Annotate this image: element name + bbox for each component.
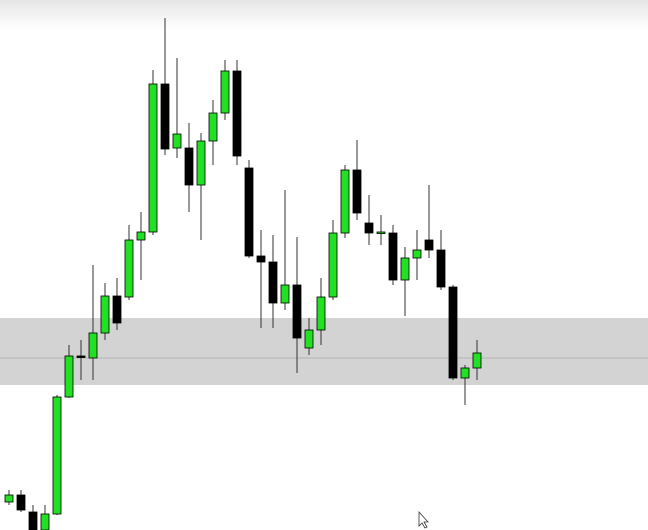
candle-body bbox=[364, 222, 374, 234]
top-shade bbox=[0, 0, 648, 30]
candle-body bbox=[400, 257, 410, 281]
candle-body bbox=[172, 133, 182, 149]
candle-body bbox=[280, 284, 290, 304]
candle-body bbox=[472, 352, 482, 369]
candle-body bbox=[16, 494, 26, 511]
candle-body bbox=[340, 169, 350, 234]
plot-area bbox=[0, 18, 648, 530]
candle-body bbox=[100, 295, 110, 334]
candle-body bbox=[436, 249, 446, 288]
candle-body bbox=[148, 83, 158, 233]
candle-body bbox=[352, 169, 362, 214]
candle-body bbox=[460, 367, 470, 379]
candle-body bbox=[376, 231, 386, 234]
candle-body bbox=[244, 167, 254, 257]
candle-body bbox=[112, 295, 122, 324]
candle-body bbox=[52, 396, 62, 515]
candle-body bbox=[88, 332, 98, 359]
candle-body bbox=[220, 70, 230, 114]
candle-body bbox=[208, 112, 218, 142]
candle-body bbox=[136, 231, 146, 241]
candle-body bbox=[232, 70, 242, 157]
candle-body bbox=[160, 83, 170, 150]
candle-body bbox=[40, 513, 50, 530]
mouse-cursor bbox=[418, 510, 429, 529]
candle-body bbox=[184, 147, 194, 186]
candle-body bbox=[328, 232, 338, 298]
candle-body bbox=[304, 329, 314, 349]
candle-body bbox=[4, 494, 14, 503]
candle-body bbox=[256, 255, 266, 263]
candle-body bbox=[196, 140, 206, 186]
candle-body bbox=[388, 232, 398, 281]
candle-body bbox=[124, 239, 134, 298]
candle-body bbox=[76, 355, 86, 358]
candle-body bbox=[64, 355, 74, 398]
candle-body bbox=[292, 284, 302, 339]
candle-body bbox=[412, 249, 422, 259]
candle-body bbox=[268, 261, 278, 304]
candle-body bbox=[316, 296, 326, 331]
candle-body bbox=[424, 239, 434, 251]
candle-body bbox=[448, 286, 458, 379]
candle-body bbox=[28, 511, 38, 530]
